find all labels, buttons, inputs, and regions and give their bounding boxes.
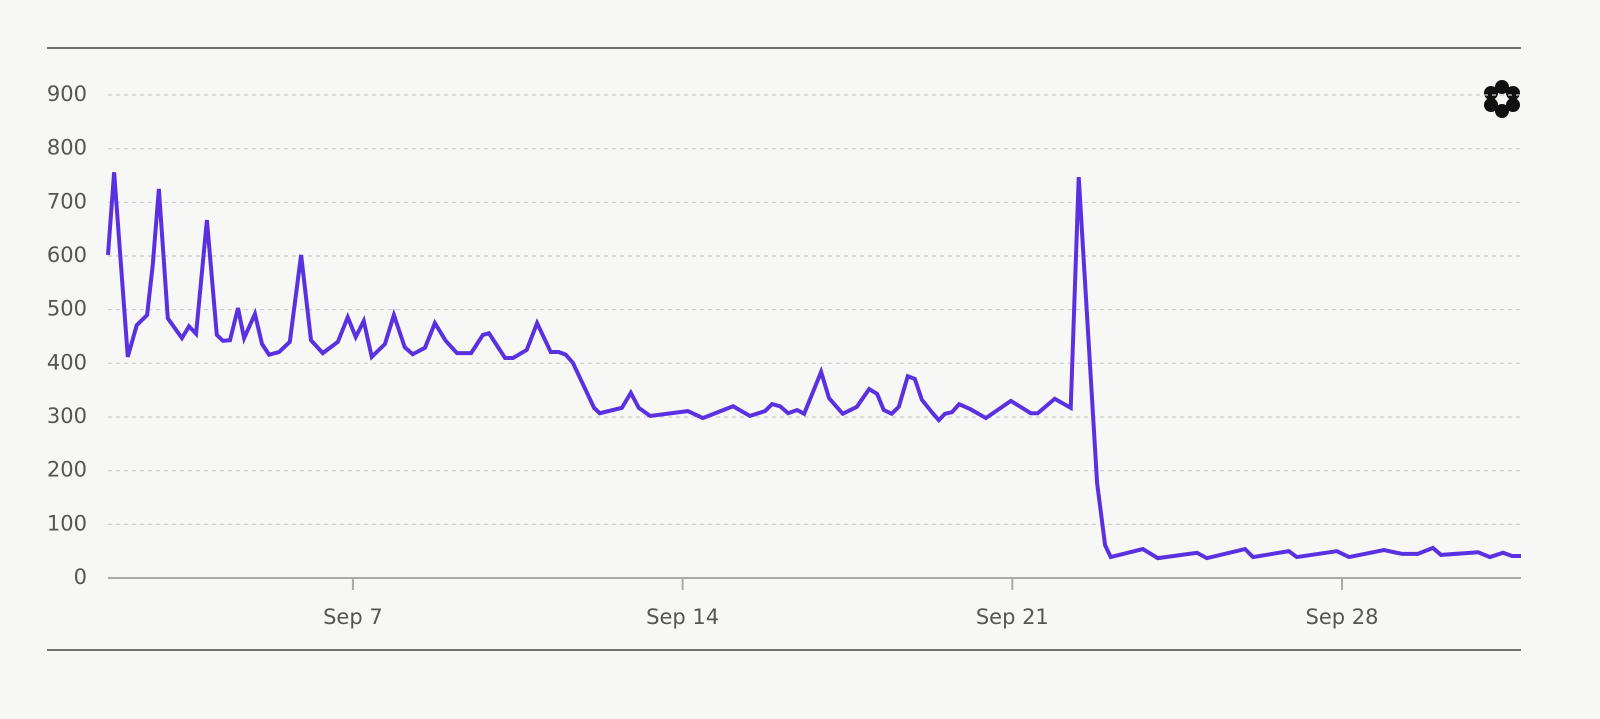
y-tick-label: 500	[47, 297, 87, 321]
y-tick-label: 0	[74, 565, 87, 589]
y-tick-label: 700	[47, 189, 87, 213]
y-tick-label: 200	[47, 458, 87, 482]
x-tick-label: Sep 7	[323, 605, 383, 629]
y-tick-label: 400	[47, 350, 87, 374]
y-tick-label: 600	[47, 243, 87, 267]
data-line	[106, 172, 1521, 561]
y-tick-label: 900	[47, 82, 87, 106]
logo	[1484, 80, 1520, 118]
y-tick-label: 800	[47, 136, 87, 160]
x-tick-label: Sep 28	[1306, 605, 1379, 629]
y-tick-label: 300	[47, 404, 87, 428]
y-tick-label: 100	[47, 511, 87, 535]
x-tick-label: Sep 14	[646, 605, 719, 629]
x-tick-label: Sep 21	[976, 605, 1049, 629]
